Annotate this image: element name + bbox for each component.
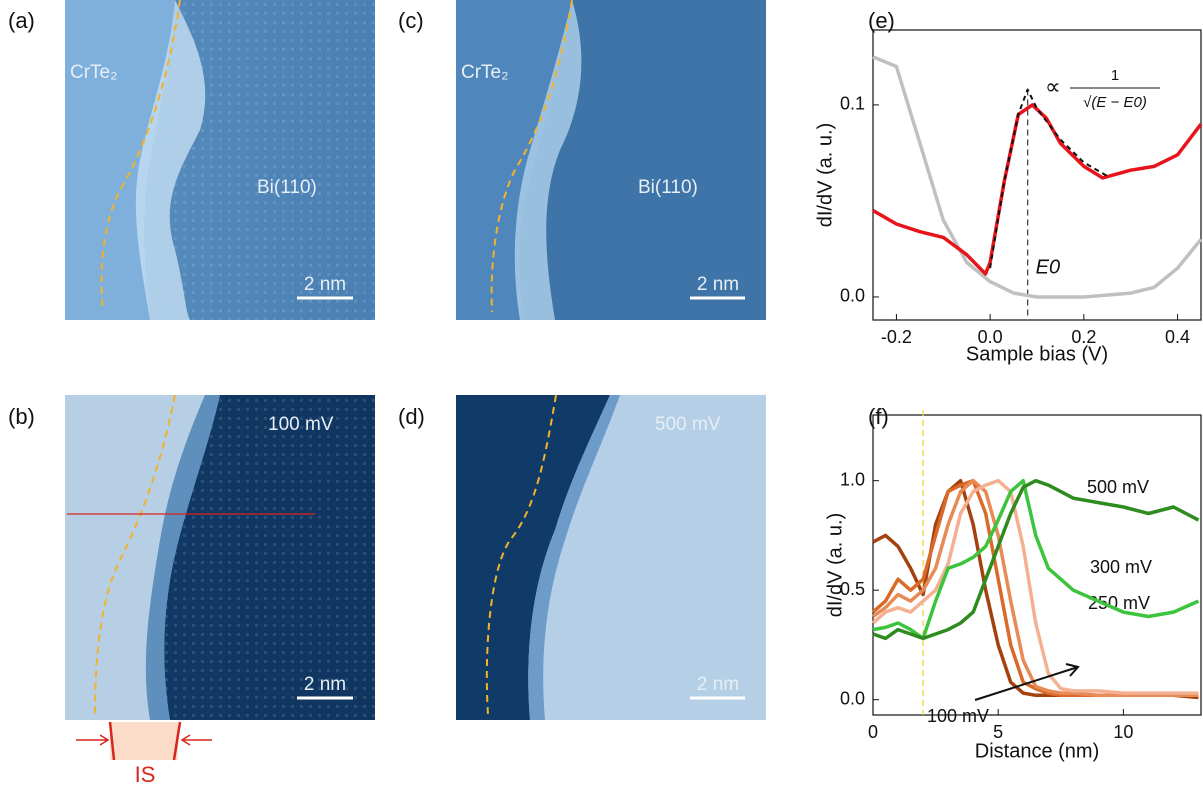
x-tick-label: 0.0	[978, 327, 1003, 347]
data-line	[872, 55, 1203, 299]
panel-label: (a)	[8, 8, 35, 33]
panel-label: (f)	[868, 404, 889, 429]
bias-label: 500 mV	[655, 414, 721, 435]
y-axis-label: dI/dV (a. u.)	[814, 123, 836, 228]
trend-arrow	[974, 663, 1080, 701]
scale-label: 2 nm	[304, 674, 346, 695]
scale-label: 2 nm	[697, 274, 739, 295]
region-label: IS	[135, 762, 156, 785]
marker-label: E0	[1036, 256, 1060, 278]
material-label: CrTe₂	[461, 62, 509, 83]
annotation: √(E − E0)	[1083, 94, 1147, 111]
stm-image-d	[456, 394, 766, 720]
y-tick-label: 0.0	[840, 688, 865, 708]
material-label: CrTe₂	[70, 62, 118, 83]
series-label: 500 mV	[1087, 477, 1149, 497]
plot-frame	[872, 29, 1202, 321]
x-tick-label: 0.2	[1071, 327, 1096, 347]
material-label: Bi(110)	[638, 177, 698, 198]
stm-image-b	[65, 394, 375, 761]
annotation: ∝	[1045, 74, 1061, 99]
x-axis-label: Sample bias (V)	[966, 343, 1108, 365]
x-tick-label: 0.4	[1165, 327, 1190, 347]
data-line	[872, 478, 1200, 641]
y-axis-label: dI/dV (a. u.)	[824, 513, 846, 618]
data-line	[871, 478, 1199, 698]
panel-label: (e)	[868, 8, 895, 33]
annotation: 1	[1111, 67, 1119, 84]
data-line	[872, 103, 1203, 276]
series-label: 250 mV	[1088, 593, 1150, 613]
x-tick-label: 0	[868, 722, 878, 742]
x-tick-label: 5	[993, 722, 1003, 742]
panel-label: (c)	[398, 8, 424, 33]
panel-label: (b)	[8, 404, 35, 429]
material-label: Bi(110)	[257, 177, 317, 198]
y-tick-label: 1.0	[840, 469, 865, 489]
y-tick-label: 0.5	[840, 579, 865, 599]
bias-label: 100 mV	[268, 414, 334, 435]
data-line	[872, 478, 1200, 641]
series-label: 100 mV	[927, 706, 989, 726]
x-tick-label: 10	[1113, 722, 1133, 742]
x-axis-label: Distance (nm)	[975, 740, 1099, 762]
data-line	[871, 478, 1199, 695]
stm-image-a	[65, 0, 375, 320]
scale-label: 2 nm	[304, 274, 346, 295]
x-tick-label: -0.2	[881, 327, 912, 347]
data-line	[989, 88, 1108, 269]
plot-frame	[872, 414, 1202, 716]
series-label: 300 mV	[1090, 557, 1152, 577]
stm-image-c	[456, 0, 766, 320]
panel-label: (d)	[398, 404, 425, 429]
y-tick-label: 0.0	[840, 286, 865, 306]
y-tick-label: 0.1	[840, 94, 865, 114]
scale-label: 2 nm	[697, 674, 739, 695]
